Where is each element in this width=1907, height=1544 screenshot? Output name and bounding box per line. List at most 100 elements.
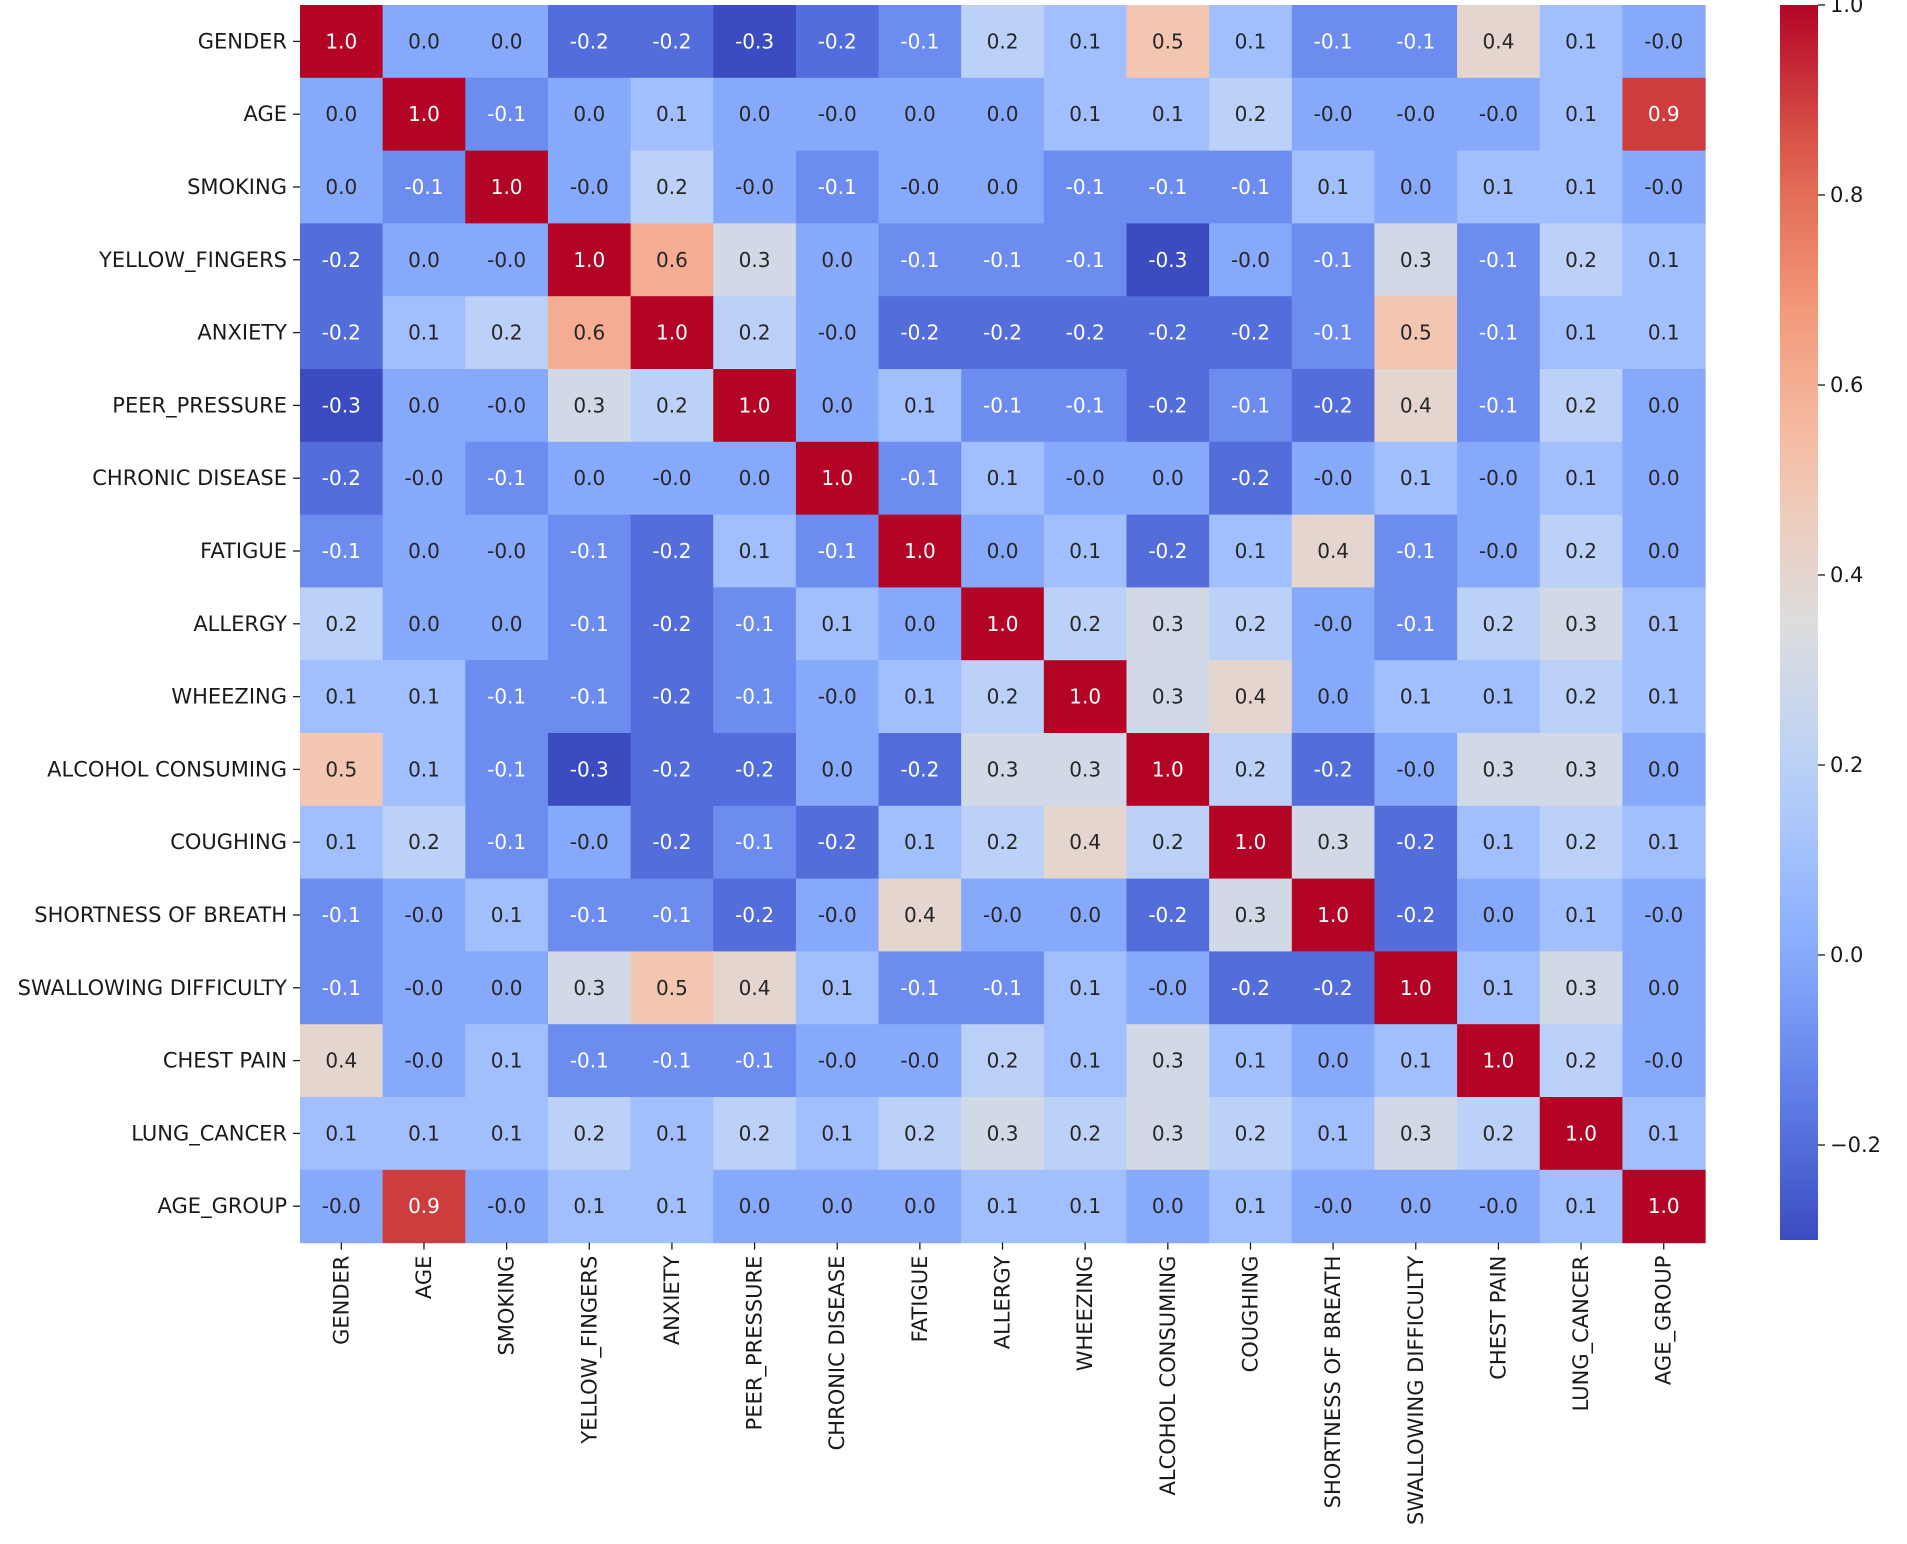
heatmap-cell-allergy-wheezing [1043, 587, 1128, 661]
heatmap-cell-peer-pressure-peer-pressure [713, 369, 797, 443]
heatmap-cell-fatigue-chest-pain [1457, 514, 1541, 588]
heatmap-cell-anxiety-lung-cancer [1539, 296, 1623, 370]
cell-value-label: 0.1 [1648, 612, 1680, 636]
colorbar-tick-label: −0.2 [1830, 1133, 1881, 1157]
cell-value-label: -0.0 [404, 903, 443, 927]
heatmap-cell-gender-shortness-of-breath [1291, 5, 1376, 79]
cell-value-label: 1.0 [821, 466, 853, 490]
heatmap-cell-smoking-age-group [1622, 150, 1706, 224]
cell-value-label: -0.0 [322, 1194, 361, 1218]
heatmap-cell-shortness-of-breath-wheezing [1043, 878, 1128, 952]
heatmap-cell-age-chest-pain [1457, 77, 1541, 152]
heatmap-cell-age-group-peer-pressure [713, 1169, 797, 1244]
cell-value-label: 1.0 [1565, 1121, 1597, 1145]
cell-value-label: 0.0 [987, 102, 1019, 126]
heatmap-cell-age-group-allergy [961, 1169, 1045, 1244]
cell-value-label: 0.2 [739, 1121, 771, 1145]
cell-value-label: -0.1 [983, 976, 1022, 1000]
cell-value-label: -0.0 [1314, 466, 1353, 490]
heatmap-cell-fatigue-anxiety [630, 514, 714, 588]
cell-value-label: -0.1 [1066, 393, 1105, 417]
cell-value-label: 1.0 [1235, 830, 1267, 854]
heatmap-cell-allergy-swallowing-difficulty [1374, 587, 1458, 661]
cell-value-label: 0.1 [1069, 1049, 1101, 1073]
heatmap-cell-gender-age-group [1622, 5, 1706, 79]
cell-value-label: 0.0 [325, 175, 357, 199]
x-tick-label-lung-cancer: LUNG_CANCER [1569, 1256, 1594, 1412]
cell-value-label: 0.1 [1235, 539, 1267, 563]
cell-value-label: 0.0 [573, 102, 605, 126]
cell-value-label: 0.1 [1069, 976, 1101, 1000]
heatmap-cell-anxiety-chest-pain [1457, 296, 1541, 370]
cell-value-label: -0.0 [404, 1049, 443, 1073]
heatmap-cell-coughing-gender [300, 805, 384, 880]
heatmap-cell-alcohol-consuming-gender [300, 733, 384, 807]
heatmap-cell-lung-cancer-chronic-disease [795, 1097, 880, 1171]
heatmap-cell-lung-cancer-lung-cancer [1539, 1097, 1623, 1171]
cell-value-label: 0.1 [1483, 830, 1515, 854]
heatmap-cell-yellow-fingers-fatigue [878, 223, 962, 297]
heatmap-cell-fatigue-smoking [465, 514, 549, 588]
heatmap-cell-chronic-disease-gender [300, 441, 384, 516]
x-tick-label-gender: GENDER [329, 1256, 353, 1345]
cell-value-label: 0.5 [1152, 29, 1184, 53]
heatmap-cell-alcohol-consuming-shortness-of-breath [1291, 733, 1376, 807]
x-tick-label-smoking: SMOKING [495, 1256, 519, 1356]
cell-value-label: 1.0 [573, 248, 605, 272]
cell-value-label: -0.1 [1314, 29, 1353, 53]
y-tick-label-chronic-disease: CHRONIC DISEASE [92, 466, 287, 490]
cell-value-label: 0.1 [1069, 1194, 1101, 1218]
colorbar-tick-label: 0.6 [1830, 373, 1863, 397]
heatmap-cell-allergy-fatigue [878, 587, 962, 661]
cell-value-label: -0.1 [322, 539, 361, 563]
heatmap-cells: 1.0 0.0 0.0 -0.2 -0.2 -0.3 -0.2 -0.1 0.2 0.1 0.5 0.… [300, 5, 1706, 1244]
heatmap-cell-chronic-disease-smoking [465, 441, 549, 516]
cell-value-label: 0.0 [1648, 976, 1680, 1000]
cell-value-label: 0.0 [1400, 175, 1432, 199]
cell-value-label: 0.3 [987, 757, 1019, 781]
heatmap-cell-chest-pain-fatigue [878, 1024, 962, 1098]
cell-value-label: 0.1 [1648, 248, 1680, 272]
heatmap-cell-smoking-chest-pain [1457, 150, 1541, 224]
cell-value-label: 0.2 [573, 1121, 605, 1145]
cell-value-label: -0.2 [1314, 393, 1353, 417]
heatmap-cell-lung-cancer-smoking [465, 1097, 549, 1171]
heatmap-cell-smoking-anxiety [630, 150, 714, 224]
cell-value-label: 0.1 [1400, 685, 1432, 709]
heatmap-cell-alcohol-consuming-lung-cancer [1539, 733, 1623, 807]
cell-value-label: 0.3 [1152, 1049, 1184, 1073]
cell-value-label: 0.2 [739, 321, 771, 345]
heatmap-cell-chest-pain-chest-pain [1457, 1024, 1541, 1098]
cell-value-label: 0.1 [1483, 175, 1515, 199]
heatmap-cell-allergy-alcohol-consuming [1126, 587, 1210, 661]
cell-value-label: -0.1 [404, 175, 443, 199]
cell-value-label: 0.2 [1069, 612, 1101, 636]
heatmap-cell-fatigue-alcohol-consuming [1126, 514, 1210, 588]
heatmap-cell-smoking-age [382, 150, 466, 224]
cell-value-label: 0.0 [1152, 466, 1184, 490]
y-tick-label-wheezing: WHEEZING [171, 685, 287, 709]
heatmap-cell-anxiety-anxiety [630, 296, 714, 370]
cell-value-label: 0.0 [491, 976, 523, 1000]
heatmap-cell-age-peer-pressure [713, 77, 797, 152]
cell-value-label: 0.1 [1565, 1194, 1597, 1218]
heatmap-cell-age-group-fatigue [878, 1169, 962, 1244]
cell-value-label: -0.2 [1231, 976, 1270, 1000]
heatmap-cell-swallowing-difficulty-fatigue [878, 951, 962, 1025]
heatmap-cell-chest-pain-allergy [961, 1024, 1045, 1098]
cell-value-label: -0.0 [1479, 539, 1518, 563]
cell-value-label: 0.0 [987, 175, 1019, 199]
heatmap-cell-chronic-disease-allergy [961, 441, 1045, 516]
y-tick-label-gender: GENDER [198, 29, 287, 53]
x-tick-label-coughing: COUGHING [1238, 1256, 1262, 1373]
cell-value-label: -0.3 [570, 757, 609, 781]
heatmap-cell-lung-cancer-age-group [1622, 1097, 1706, 1171]
cell-value-label: -0.0 [1644, 1049, 1683, 1073]
cell-value-label: 0.1 [1565, 29, 1597, 53]
x-tick-label-shortness-of-breath: SHORTNESS OF BREATH [1321, 1256, 1345, 1509]
cell-value-label: -0.1 [1396, 612, 1435, 636]
cell-value-label: 1.0 [987, 612, 1019, 636]
heatmap-cell-chronic-disease-age [382, 441, 466, 516]
heatmap-cell-alcohol-consuming-fatigue [878, 733, 962, 807]
cell-value-label: 0.1 [656, 1121, 688, 1145]
